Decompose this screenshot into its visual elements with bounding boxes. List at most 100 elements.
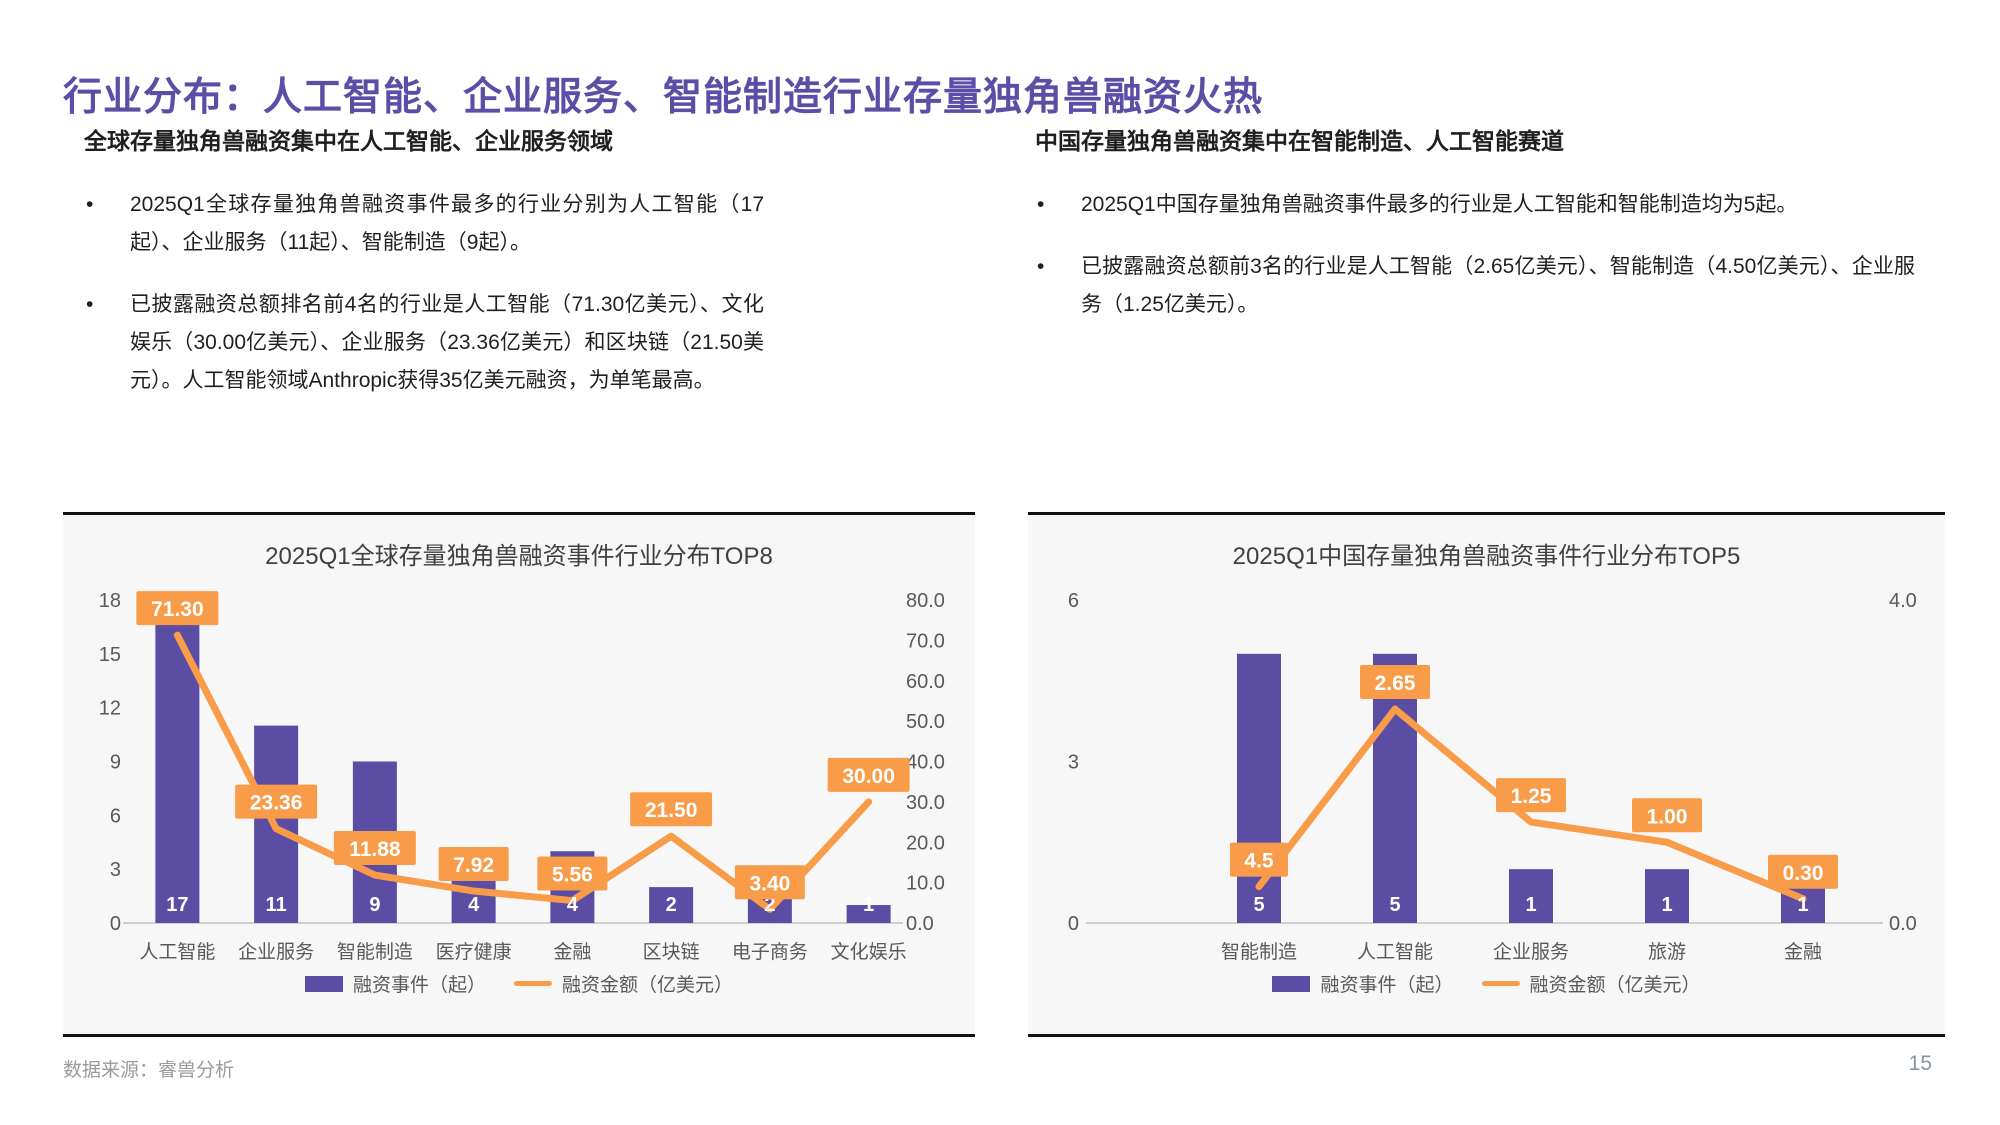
line-value-label: 1.00 [1646,805,1687,828]
bar [846,905,891,923]
left-axis-tick-label: 3 [110,859,121,881]
left-text-column: 全球存量独角兽融资集中在人工智能、企业服务领域 2025Q1全球存量独角兽融资事… [84,122,764,424]
bar-value-label: 2 [666,894,677,916]
combo-chart-global: 03691215180.010.020.030.040.050.060.070.… [99,590,945,963]
legend-item-bar: 融资事件（起） [304,970,486,997]
line-value-label: 0.30 [1782,862,1823,885]
data-source-note: 数据来源：睿兽分析 [63,1060,235,1081]
category-label: 智能制造 [337,941,413,963]
line-value-label-box [1359,665,1430,700]
line-value-label-box [136,591,219,626]
chart-legend: 融资事件（起） 融资金额（亿美元） [1028,970,1945,997]
right-axis-tick-label: 50.0 [906,711,945,733]
bar-swatch-icon [304,975,343,992]
legend-item-line: 融资金额（亿美元） [1481,970,1701,997]
category-label: 金融 [1783,941,1821,963]
line-value-label-box [235,784,318,819]
bullet-item: 已披露融资总额前3名的行业是人工智能（2.65亿美元）、智能制造（4.50亿美元… [1035,248,1915,324]
line-value-label-box [1631,798,1702,833]
bar-swatch-icon [1272,975,1311,992]
bullet-item: 2025Q1全球存量独角兽融资事件最多的行业分别为人工智能（17起）、企业服务（… [84,186,764,262]
bar-value-label: 5 [1253,894,1264,916]
left-axis-tick-label: 0 [110,913,121,935]
category-label: 人工智能 [139,941,215,963]
left-axis-tick-label: 15 [99,644,121,666]
line-value-label: 3.40 [749,872,790,895]
line-value-label-box [333,831,416,866]
right-axis-tick-label: 60.0 [906,671,945,693]
left-section-heading: 全球存量独角兽融资集中在人工智能、企业服务领域 [84,128,613,154]
left-bullet-list: 2025Q1全球存量独角兽融资事件最多的行业分别为人工智能（17起）、企业服务（… [84,186,764,400]
line-value-label: 7.92 [453,854,494,877]
line-value-label: 4.5 [1244,850,1274,873]
right-bullet-list: 2025Q1中国存量独角兽融资事件最多的行业是人工智能和智能制造均为5起。 已披… [1035,186,1915,324]
right-section-heading: 中国存量独角兽融资集中在智能制造、人工智能赛道 [1035,128,1564,154]
right-axis-tick-label: 20.0 [906,832,945,854]
right-axis-tick-label: 40.0 [906,752,945,774]
bar-value-label: 1 [1525,894,1536,916]
line-value-label: 11.88 [349,838,401,861]
right-axis-tick-label: 70.0 [906,630,945,652]
category-label: 电子商务 [732,941,808,963]
line-series [1255,705,1806,903]
bullet-item: 已披露融资总额排名前4名的行业是人工智能（71.30亿美元）、文化娱乐（30.0… [84,286,764,400]
line-value-label: 71.30 [151,598,204,621]
left-axis-tick-label: 9 [110,752,121,774]
left-axis-tick-label: 6 [1067,590,1078,612]
line-swatch-icon [1481,981,1520,986]
right-axis-tick-label: 30.0 [906,792,945,814]
right-text-column: 中国存量独角兽融资集中在智能制造、人工智能赛道 2025Q1中国存量独角兽融资事… [1035,122,1915,348]
bar-value-label: 4 [567,894,579,916]
line-value-label-box [630,792,713,827]
bar-value-label: 17 [166,894,188,916]
line-value-label: 21.50 [645,799,698,822]
line-value-label: 1.25 [1510,785,1551,808]
legend-label: 融资事件（起） [352,975,486,996]
page-number: 15 [1908,1052,1932,1075]
line-value-label: 30.00 [842,765,895,788]
left-axis-tick-label: 12 [99,698,121,720]
category-label: 企业服务 [1492,941,1568,963]
bar-value-label: 5 [1389,894,1400,916]
line-value-label-box [734,865,805,900]
right-axis-tick-label: 80.0 [906,590,945,612]
category-label: 医疗健康 [436,941,512,963]
bar [1236,653,1281,923]
bar-value-label: 9 [369,894,380,916]
line-value-label-box [537,856,608,891]
china-chart-panel: 2025Q1中国存量独角兽融资事件行业分布TOP5 0 3 6 0.0 4.0 智能制造 人… [1028,512,1945,1037]
line-value-label-box [827,757,910,792]
category-label: 金融 [553,941,591,963]
bar-value-label: 1 [863,894,874,916]
category-label: 智能制造 [1220,941,1296,963]
right-axis-tick-label: 0.0 [906,913,934,935]
chart-legend: 融资事件（起） 融资金额（亿美元） [63,970,975,997]
bar [1508,869,1553,923]
line-value-label-box [1229,842,1288,877]
chart-title: 2025Q1全球存量独角兽融资事件行业分布TOP8 [265,543,773,570]
legend-item-bar: 融资事件（起） [1272,970,1454,997]
chart-title: 2025Q1中国存量独角兽融资事件行业分布TOP5 [1232,543,1741,570]
category-label: 区块链 [643,941,700,963]
page-title: 行业分布：人工智能、企业服务、智能制造行业存量独角兽融资火热 [63,76,1264,120]
legend-label: 融资事件（起） [1320,975,1454,996]
right-axis-tick-label: 4.0 [1889,590,1917,612]
bar-value-label: 1 [1797,894,1808,916]
legend-label: 融资金额（亿美元） [562,975,734,996]
left-axis-tick-label: 18 [99,590,121,612]
right-axis-tick-label: 10.0 [906,873,945,895]
line-value-label: 2.65 [1374,672,1415,695]
line-value-label-box [1495,778,1566,813]
left-axis-tick-label: 3 [1067,752,1078,774]
bar [649,887,694,923]
bar-value-label: 11 [266,894,287,916]
category-label: 人工智能 [1356,941,1432,963]
category-label: 旅游 [1647,941,1685,963]
line-value-label: 23.36 [250,792,303,815]
combo-chart-china: 0 3 6 0.0 4.0 智能制造 人工智能 企业服务 旅游 金融 5 5 1 1 1 4.5 2.65 1.2… [1067,590,1917,963]
global-chart-panel: 2025Q1全球存量独角兽融资事件行业分布TOP8 0 3 6 9 12 15 18 0.0 1… [63,512,975,1037]
bullet-item: 2025Q1中国存量独角兽融资事件最多的行业是人工智能和智能制造均为5起。 [1035,186,1915,224]
right-axis-tick-label: 0.0 [1889,913,1917,935]
legend-label: 融资金额（亿美元） [1529,975,1701,996]
